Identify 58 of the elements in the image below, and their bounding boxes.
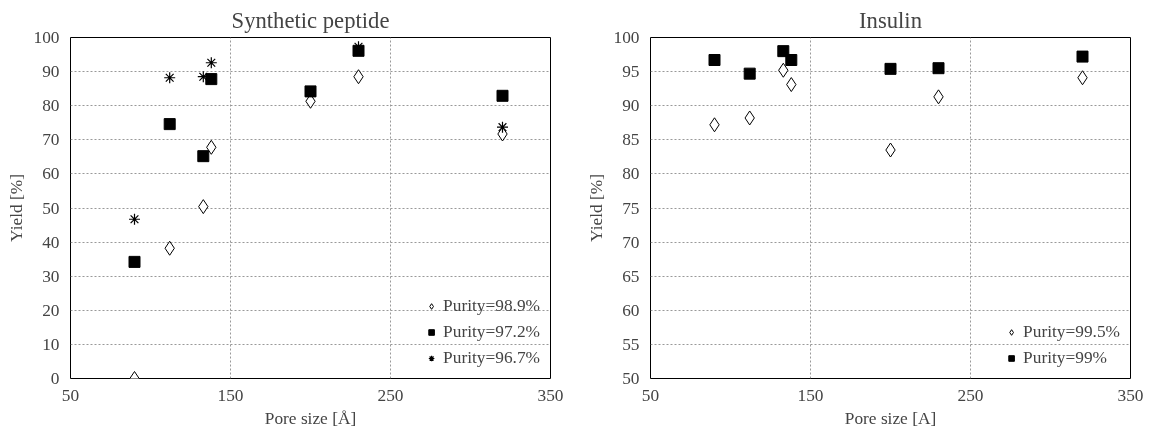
y-tick-label: 80 bbox=[622, 164, 640, 184]
y-tick-label: 20 bbox=[42, 300, 60, 320]
legend-label: Purity=97.2% bbox=[443, 322, 540, 342]
y-tick-label: 0 bbox=[50, 369, 60, 388]
y-axis-title: Yield [%] bbox=[586, 174, 606, 242]
x-tick-label: 350 bbox=[537, 385, 564, 405]
x-tick-label: 50 bbox=[641, 385, 660, 405]
point bbox=[205, 56, 218, 69]
point bbox=[743, 67, 756, 80]
point bbox=[304, 85, 317, 98]
y-tick-label: 75 bbox=[622, 198, 640, 218]
y-tick-label: 60 bbox=[622, 300, 640, 320]
y-tick-label: 95 bbox=[622, 62, 640, 82]
chart-title: Synthetic peptide bbox=[231, 7, 390, 33]
x-tick-label: 150 bbox=[217, 385, 244, 405]
point bbox=[1076, 50, 1089, 63]
point bbox=[777, 45, 790, 58]
point bbox=[163, 71, 176, 84]
point bbox=[496, 89, 509, 102]
x-axis-title: Pore size [Å] bbox=[264, 408, 357, 428]
x-tick-label: 150 bbox=[797, 385, 824, 405]
point bbox=[163, 118, 176, 131]
y-tick-label: 100 bbox=[613, 28, 640, 47]
y-tick-label: 40 bbox=[42, 232, 60, 252]
y-tick-label: 85 bbox=[622, 130, 640, 150]
y-tick-label: 80 bbox=[42, 96, 60, 116]
y-tick-label: 50 bbox=[42, 198, 60, 218]
y-tick-label: 70 bbox=[42, 130, 60, 150]
point bbox=[785, 54, 798, 67]
y-tick-label: 10 bbox=[42, 334, 60, 354]
y-tick-label: 90 bbox=[622, 96, 640, 116]
x-axis-title: Pore size [A] bbox=[844, 408, 937, 428]
point bbox=[932, 62, 945, 75]
x-tick-label: 50 bbox=[61, 385, 80, 405]
point bbox=[128, 255, 141, 268]
y-tick-label: 70 bbox=[622, 232, 640, 252]
x-tick-label: 350 bbox=[1117, 385, 1144, 405]
y-tick-label: 60 bbox=[42, 164, 60, 184]
point bbox=[205, 73, 218, 86]
legend-label: Purity=99.5% bbox=[1023, 322, 1120, 342]
y-tick-label: 30 bbox=[42, 266, 60, 286]
x-tick-label: 250 bbox=[377, 385, 404, 405]
legend-label: Purity=99% bbox=[1023, 348, 1107, 368]
point bbox=[496, 121, 509, 134]
y-tick-label: 90 bbox=[42, 62, 60, 82]
legend-label: Purity=96.7% bbox=[443, 348, 540, 368]
x-tick-label: 250 bbox=[957, 385, 984, 405]
y-tick-label: 100 bbox=[33, 28, 60, 47]
y-tick-label: 55 bbox=[622, 334, 640, 354]
point bbox=[708, 54, 721, 67]
y-tick-label: 50 bbox=[622, 369, 640, 388]
point bbox=[197, 150, 210, 163]
legend-label: Purity=98.9% bbox=[443, 296, 540, 316]
point bbox=[884, 62, 897, 75]
point bbox=[128, 213, 141, 226]
y-tick-label: 65 bbox=[622, 266, 640, 286]
chart-title: Insulin bbox=[859, 7, 922, 33]
y-axis-title: Yield [%] bbox=[6, 174, 26, 242]
